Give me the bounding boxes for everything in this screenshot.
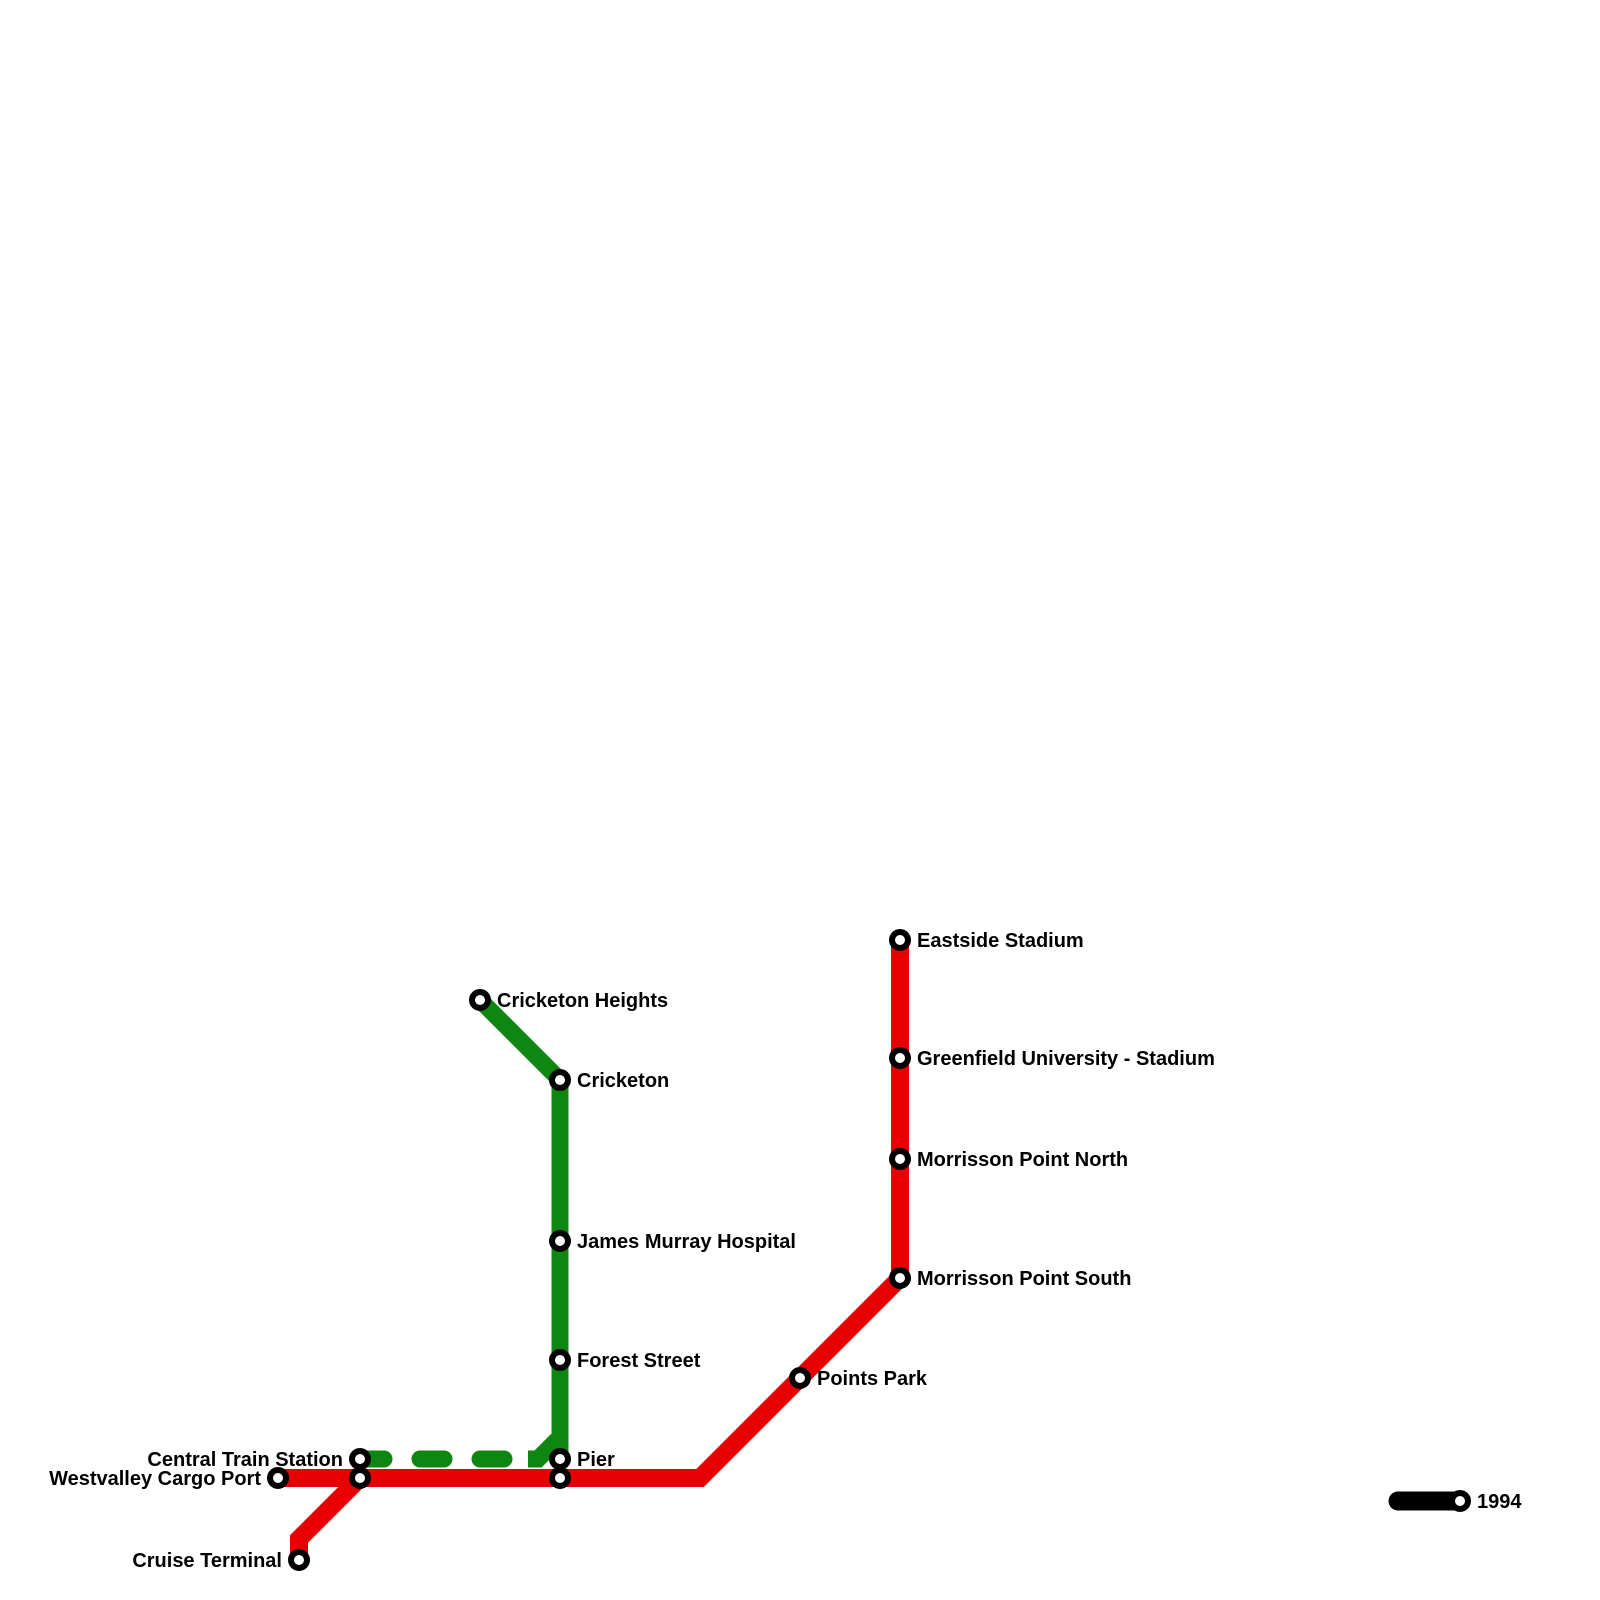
station-label-central-train-station: Central Train Station	[147, 1449, 343, 1471]
station-marker-central-train-station-interchange	[349, 1467, 371, 1489]
station-marker-points-park	[789, 1367, 811, 1389]
stations-layer: Cricketon Heights Cricketon James Murray H…	[49, 929, 1215, 1572]
station-label-cricketon: Cricketon	[577, 1070, 669, 1092]
green-line-segment	[473, 993, 569, 1459]
legend-year-label: 1994	[1477, 1491, 1522, 1513]
station-marker-westvalley-cargo-port	[267, 1467, 289, 1489]
station-label-points-park: Points Park	[817, 1368, 928, 1390]
red-line-segment	[290, 1471, 367, 1560]
station-label-westvalley-cargo-port: Westvalley Cargo Port	[49, 1468, 261, 1490]
station-marker-pier	[549, 1448, 571, 1470]
station-label-eastside-stadium: Eastside Stadium	[917, 930, 1084, 952]
station-label-forest-street: Forest Street	[577, 1350, 701, 1372]
legend-station-marker	[1449, 1490, 1471, 1512]
legend: 1994	[1388, 1490, 1522, 1513]
green-line-segment	[528, 1430, 567, 1468]
station-marker-morrisson-point-south	[889, 1267, 911, 1289]
station-label-morrisson-point-south: Morrisson Point South	[917, 1268, 1131, 1290]
station-label-pier: Pier	[577, 1449, 615, 1471]
station-marker-morrisson-point-north	[889, 1148, 911, 1170]
station-marker-cruise-terminal	[288, 1549, 310, 1571]
station-label-cricketon-heights: Cricketon Heights	[497, 990, 668, 1012]
station-marker-cricketon	[549, 1069, 571, 1091]
station-marker-forest-street	[549, 1349, 571, 1371]
station-marker-central-train-station	[349, 1448, 371, 1470]
station-label-james-murray-hospital: James Murray Hospital	[577, 1231, 796, 1253]
station-label-morrisson-point-north: Morrisson Point North	[917, 1149, 1128, 1171]
station-marker-greenfield-university-stadium	[889, 1047, 911, 1069]
station-marker-eastside-stadium	[889, 929, 911, 951]
station-label-cruise-terminal: Cruise Terminal	[132, 1550, 282, 1572]
station-marker-cricketon-heights	[469, 989, 491, 1011]
station-marker-pier-interchange	[549, 1467, 571, 1489]
station-label-greenfield-university-stadium: Greenfield University - Stadium	[917, 1048, 1215, 1070]
station-marker-james-murray-hospital	[549, 1230, 571, 1252]
red-line-segment	[278, 940, 909, 1487]
